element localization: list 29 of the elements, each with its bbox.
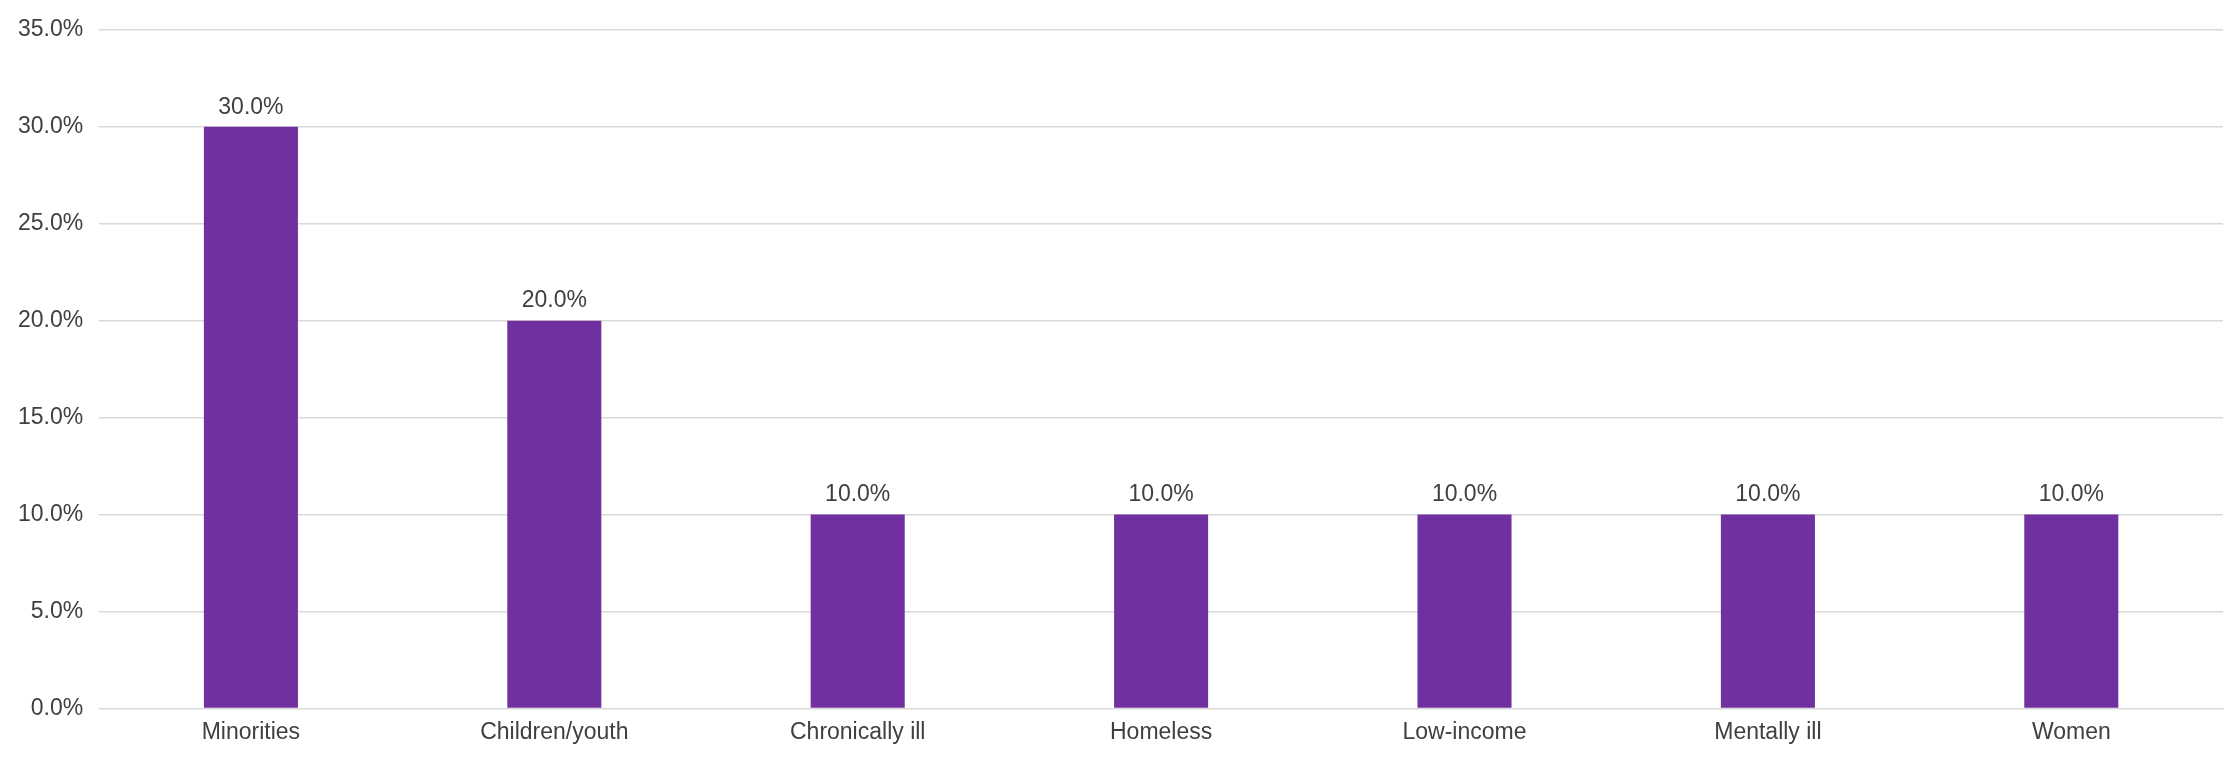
data-label: 10.0% — [2038, 480, 2104, 507]
x-tick-label: Chronically ill — [789, 717, 926, 744]
y-tick-label: 5.0% — [30, 596, 84, 623]
bar — [203, 126, 298, 708]
x-tick-label: Low-income — [1402, 717, 1527, 744]
bar — [810, 514, 905, 708]
bar — [1417, 514, 1512, 708]
y-tick-label: 15.0% — [18, 402, 84, 429]
y-tick-label: 0.0% — [30, 693, 84, 720]
bar — [1720, 514, 1815, 708]
y-tick-label: 25.0% — [18, 209, 84, 236]
x-tick-label: Minorities — [201, 717, 301, 744]
bar — [1114, 514, 1209, 708]
x-tick-label: Mentally ill — [1714, 717, 1822, 744]
data-label: 10.0% — [1128, 480, 1194, 507]
bar — [2024, 514, 2119, 708]
data-label: 30.0% — [218, 92, 284, 119]
y-tick-label: 20.0% — [18, 305, 84, 332]
x-tick-label: Homeless — [1109, 717, 1213, 744]
data-label: 20.0% — [521, 286, 587, 313]
bar — [507, 320, 602, 708]
y-tick-label: 35.0% — [18, 15, 84, 42]
x-tick-label: Women — [2031, 717, 2111, 744]
data-label: 10.0% — [825, 480, 891, 507]
y-tick-label: 30.0% — [18, 112, 84, 139]
x-tick-label: Children/youth — [480, 717, 629, 744]
data-label: 10.0% — [1431, 480, 1498, 507]
y-tick-label: 10.0% — [18, 499, 84, 526]
data-label: 10.0% — [1735, 480, 1801, 507]
